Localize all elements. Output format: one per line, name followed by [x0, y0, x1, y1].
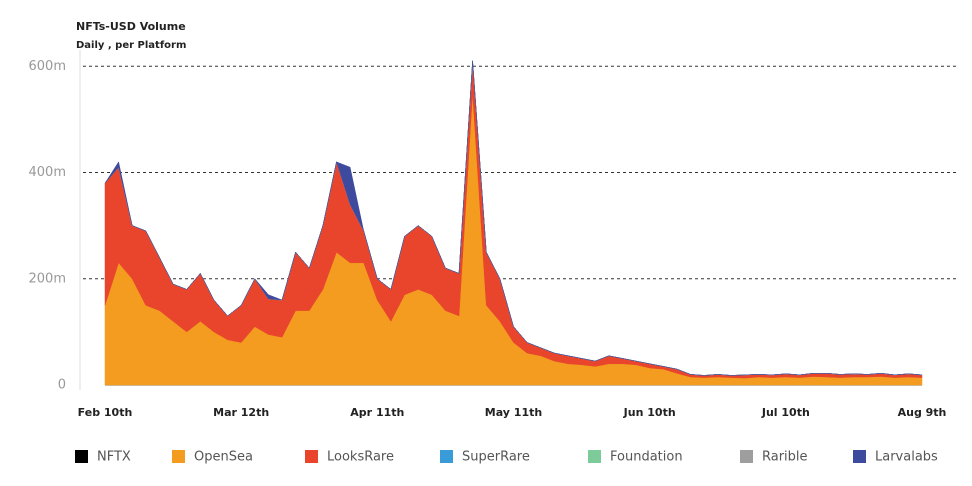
legend-swatch: [305, 450, 318, 463]
legend-swatch: [75, 450, 88, 463]
y-tick-label: 600m: [29, 59, 66, 74]
legend-swatch: [440, 450, 453, 463]
x-tick-label: Apr 11th: [350, 406, 404, 419]
chart-subtitle: Daily , per Platform: [76, 40, 186, 51]
legend-label: Larvalabs: [875, 450, 938, 465]
chart-title: NFTs-USD Volume: [76, 20, 186, 33]
legend-label: Rarible: [762, 450, 808, 465]
legend-swatch: [172, 450, 185, 463]
legend-label: LooksRare: [327, 450, 394, 465]
y-tick-label: 200m: [29, 271, 66, 286]
x-tick-label: Mar 12th: [213, 406, 269, 419]
legend-label: OpenSea: [194, 450, 253, 465]
x-tick-label: Jul 10th: [761, 406, 810, 419]
legend-swatch: [588, 450, 601, 463]
y-tick-label: 0: [58, 378, 66, 393]
area: [104, 60, 923, 376]
x-tick-label: Aug 9th: [898, 406, 947, 419]
legend-label: Foundation: [610, 450, 683, 465]
legend-swatch: [853, 450, 866, 463]
x-tick-label: May 11th: [485, 406, 542, 419]
legend-swatch: [740, 450, 753, 463]
x-tick-label: Jun 10th: [623, 406, 676, 419]
legend-label: NFTX: [97, 450, 131, 465]
y-tick-label: 400m: [29, 165, 66, 180]
area: [104, 60, 923, 379]
x-tick-label: Feb 10th: [78, 406, 133, 419]
legend-label: SuperRare: [462, 450, 530, 465]
